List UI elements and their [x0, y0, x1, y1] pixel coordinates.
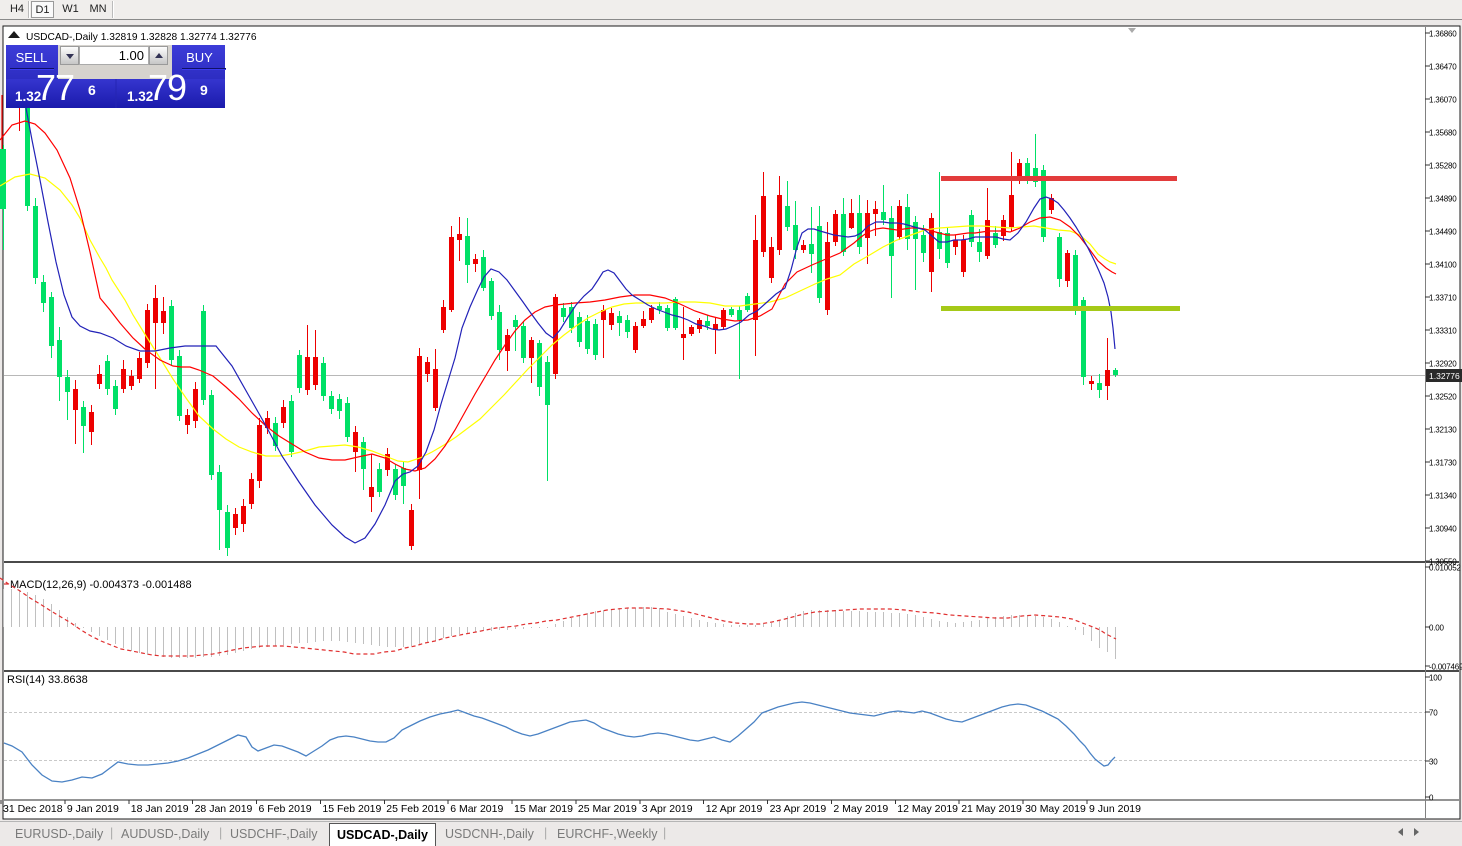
svg-text:28 Jan 2019: 28 Jan 2019	[195, 803, 253, 815]
svg-text:2 May 2019: 2 May 2019	[833, 803, 888, 815]
svg-text:6 Feb 2019: 6 Feb 2019	[259, 803, 312, 815]
svg-text:30: 30	[1429, 758, 1438, 767]
svg-text:70: 70	[1429, 709, 1438, 718]
svg-text:3 Apr 2019: 3 Apr 2019	[642, 803, 693, 815]
svg-text:25 Feb 2019: 25 Feb 2019	[386, 803, 445, 815]
svg-text:21 May 2019: 21 May 2019	[961, 803, 1022, 815]
svg-text:1.34490: 1.34490	[1429, 228, 1457, 237]
svg-text:15 Feb 2019: 15 Feb 2019	[322, 803, 381, 815]
svg-text:-0.007469: -0.007469	[1429, 663, 1462, 672]
svg-text:1.31730: 1.31730	[1429, 459, 1457, 468]
svg-text:1.32776: 1.32776	[1429, 371, 1460, 381]
svg-text:31 Dec 2018: 31 Dec 2018	[3, 803, 63, 815]
svg-text:1.31340: 1.31340	[1429, 492, 1457, 501]
svg-text:0: 0	[1429, 794, 1434, 803]
svg-text:1.30940: 1.30940	[1429, 525, 1457, 534]
svg-text:1.33710: 1.33710	[1429, 294, 1457, 303]
svg-text:RSI(14) 33.8638: RSI(14) 33.8638	[7, 674, 88, 686]
svg-text:6 Mar 2019: 6 Mar 2019	[450, 803, 503, 815]
svg-text:1.36860: 1.36860	[1429, 30, 1457, 39]
svg-text:1.33310: 1.33310	[1429, 327, 1457, 336]
svg-text:23 Apr 2019: 23 Apr 2019	[770, 803, 827, 815]
svg-text:1.32130: 1.32130	[1429, 426, 1457, 435]
svg-text:1.30550: 1.30550	[1429, 558, 1457, 567]
svg-text:100: 100	[1429, 674, 1442, 683]
svg-text:0.010052: 0.010052	[1429, 564, 1462, 573]
svg-text:9 Jun 2019: 9 Jun 2019	[1089, 803, 1141, 815]
svg-text:1.35680: 1.35680	[1429, 129, 1457, 138]
svg-text:25 Mar 2019: 25 Mar 2019	[578, 803, 637, 815]
svg-text:9 Jan 2019: 9 Jan 2019	[67, 803, 119, 815]
svg-text:30 May 2019: 30 May 2019	[1025, 803, 1086, 815]
svg-text:1.35280: 1.35280	[1429, 162, 1457, 171]
svg-text:12 May 2019: 12 May 2019	[897, 803, 958, 815]
svg-text:1.36470: 1.36470	[1429, 63, 1457, 72]
svg-text:1.32920: 1.32920	[1429, 360, 1457, 369]
svg-text:1.32520: 1.32520	[1429, 393, 1457, 402]
svg-text:USDCAD-,Daily 1.32819 1.32828: USDCAD-,Daily 1.32819 1.32828 1.32774 1.…	[26, 32, 257, 43]
svg-text:1.34890: 1.34890	[1429, 195, 1457, 204]
svg-text:12 Apr 2019: 12 Apr 2019	[706, 803, 763, 815]
svg-text:1.36070: 1.36070	[1429, 96, 1457, 105]
svg-text:0.00: 0.00	[1429, 624, 1445, 633]
svg-text:18 Jan 2019: 18 Jan 2019	[131, 803, 189, 815]
svg-text:1.34100: 1.34100	[1429, 261, 1457, 270]
svg-text:15 Mar 2019: 15 Mar 2019	[514, 803, 573, 815]
svg-text:MACD(12,26,9) -0.004373 -0.001: MACD(12,26,9) -0.004373 -0.001488	[10, 579, 192, 591]
